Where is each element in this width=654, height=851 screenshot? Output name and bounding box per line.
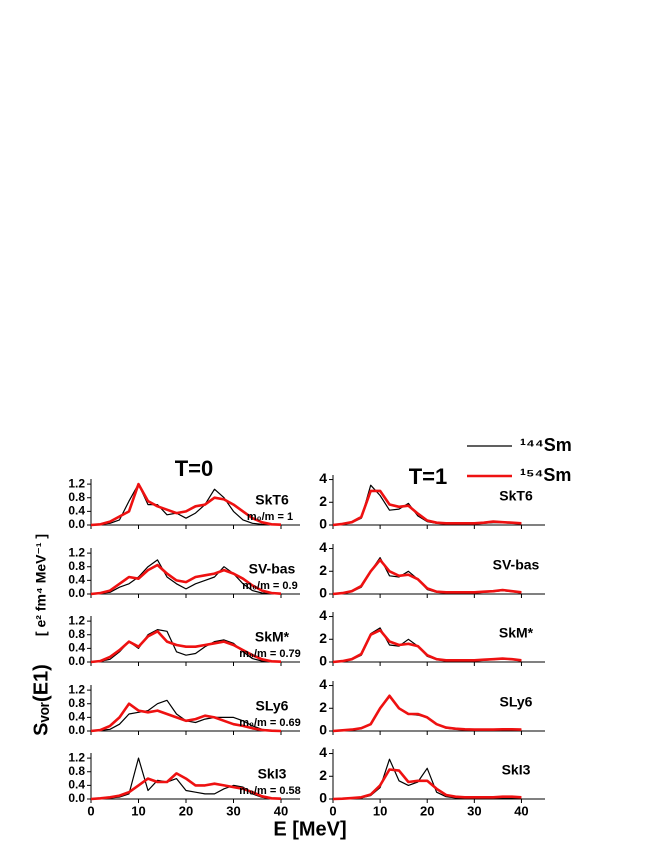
y-tick-label: 1.2 (68, 750, 85, 764)
panel-sublabel: m₀/m = 0.58 (239, 785, 301, 797)
panel-sublabel: m₀/m = 0.79 (239, 648, 301, 660)
data-line (90, 482, 282, 527)
data-line (332, 696, 522, 732)
panel-label: SLy6 (256, 698, 289, 714)
y-tick-label: 0.8 (68, 696, 85, 710)
y-tick-label: 0 (319, 516, 327, 532)
x-tick-label: 20 (179, 803, 193, 818)
data-line (332, 628, 522, 664)
y-tick-label: 0.0 (68, 517, 85, 531)
panel-label: SkI3 (258, 766, 287, 782)
legend-label: ¹⁵⁴Sm (520, 465, 571, 485)
y-axis-unit: [ e² fm⁴ MeV⁻¹ ] (33, 534, 49, 636)
panel-label: SkM* (499, 625, 534, 641)
y-tick-label: 4 (319, 676, 327, 692)
y-tick-label: 4 (319, 470, 327, 486)
legend-label: ¹⁴⁴Sm (520, 435, 572, 455)
panel-label: SV-bas (493, 557, 540, 573)
x-tick-label: 40 (514, 803, 528, 818)
y-tick-label: 0.0 (68, 586, 85, 600)
y-tick-label: 0.4 (68, 778, 85, 792)
x-axis-label: E [MeV] (273, 818, 346, 840)
panel-sublabel: m₀/m = 1 (247, 511, 293, 523)
y-tick-label: 1.2 (68, 476, 85, 490)
y-tick-label: 0 (319, 653, 327, 669)
y-tick-label: 0.4 (68, 641, 85, 655)
y-tick-label: 0.4 (68, 504, 85, 518)
panel-sublabel: m₀/m = 0.9 (242, 580, 297, 592)
x-tick-label: 10 (131, 803, 145, 818)
data-line (90, 772, 282, 801)
y-tick-label: 0.8 (68, 627, 85, 641)
x-tick-label: 30 (467, 803, 481, 818)
y-tick-label: 0.4 (68, 710, 85, 724)
data-line (332, 758, 522, 800)
data-line (332, 627, 522, 663)
y-tick-label: 0.8 (68, 764, 85, 778)
data-line (90, 630, 282, 664)
panel-sublabel: m₀/m = 0.69 (239, 717, 301, 729)
column-title: T=0 (175, 456, 214, 481)
y-tick-label: 1.2 (68, 682, 85, 696)
panel-label: SkT6 (255, 492, 289, 508)
x-tick-label: 30 (226, 803, 240, 818)
y-tick-label: 0.0 (68, 654, 85, 668)
y-tick-label: 0.4 (68, 573, 85, 587)
y-tick-label: 2 (319, 699, 327, 715)
y-tick-label: 1.2 (68, 545, 85, 559)
data-line (332, 694, 522, 733)
y-tick-label: 4 (319, 607, 327, 623)
y-tick-label: 1.2 (68, 613, 85, 627)
data-line (90, 702, 282, 733)
y-axis-label-group: Sᵥₒᵣ(E1) [ e² fm⁴ MeV⁻¹ ] (30, 534, 52, 736)
y-tick-label: 2 (319, 630, 327, 646)
panel-label: SLy6 (500, 694, 533, 710)
y-tick-label: 2 (319, 562, 327, 578)
column-title: T=1 (409, 464, 448, 489)
data-line (90, 559, 282, 595)
x-tick-label: 0 (87, 803, 94, 818)
y-tick-label: 0 (319, 790, 327, 806)
data-line (332, 768, 522, 801)
x-tick-label: 20 (420, 803, 434, 818)
x-tick-label: 10 (373, 803, 387, 818)
panel-label: SkT6 (499, 488, 533, 504)
data-line (332, 489, 522, 527)
panel-label: SkM* (255, 629, 290, 645)
y-tick-label: 0 (319, 585, 327, 601)
y-tick-label: 2 (319, 493, 327, 509)
data-line (90, 563, 282, 596)
x-tick-label: 0 (329, 803, 336, 818)
y-tick-label: 4 (319, 539, 327, 555)
y-tick-label: 0.0 (68, 791, 85, 805)
x-tick-label: 40 (274, 803, 288, 818)
y-tick-label: 0 (319, 722, 327, 738)
y-tick-label: 2 (319, 767, 327, 783)
panel-label: SkI3 (502, 762, 531, 778)
y-tick-label: 0.0 (68, 723, 85, 737)
panel-label: SV-bas (249, 561, 296, 577)
y-tick-label: 4 (319, 744, 327, 760)
y-tick-label: 0.8 (68, 559, 85, 573)
data-line (332, 558, 522, 596)
y-axis-label: Sᵥₒᵣ(E1) (30, 664, 52, 736)
y-tick-label: 0.8 (68, 490, 85, 504)
